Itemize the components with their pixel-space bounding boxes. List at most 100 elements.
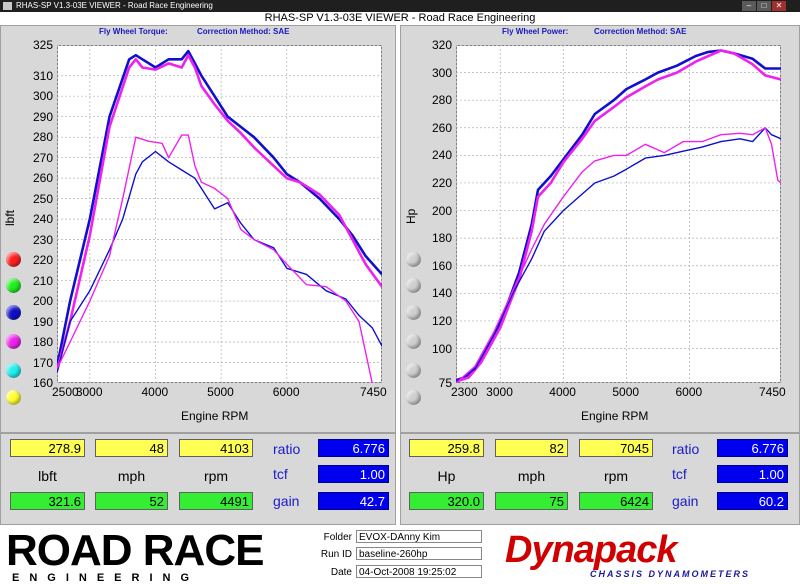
x-tick-label: 6000 [675,385,703,399]
series-line-blue-2 [456,127,781,383]
road-race-logo: ROAD RACE [6,526,264,575]
x-tick-label: 5000 [207,385,234,399]
torque-panel: Fly Wheel Torque: Correction Method: SAE… [0,25,396,433]
y-tick-label: 170 [32,355,53,370]
torque-ratio-label: ratio [273,441,301,457]
power-peak-mph: 75 [495,492,568,510]
power-y-axis-label: Hp [404,208,418,224]
torque-y-axis-label: lbft [3,209,17,226]
y-tick-label: 75 [438,376,452,390]
y-tick-label: 260 [431,120,452,135]
y-tick-label: 300 [32,89,53,104]
torque-peak-mph: 52 [95,492,168,510]
power-cursor-value: 259.8 [409,439,484,457]
power-readout: 259.8 82 7045 Hp mph rpm 320.0 75 6424 r… [400,433,800,525]
y-tick-label: 280 [431,93,452,108]
y-tick-label: 180 [431,231,452,246]
series-line-magenta-3 [456,127,781,383]
torque-x-axis-label: Engine RPM [181,409,249,423]
series-line-magenta-3 [57,134,373,383]
date-label: Date [330,567,352,578]
yellow-trace-selector[interactable] [6,390,21,405]
y-tick-label: 160 [431,258,452,273]
runid-label: Run ID [320,549,352,560]
red-trace-selector[interactable] [6,252,21,267]
power-cursor-rpm: 7045 [579,439,653,457]
torque-mph-label: mph [117,468,146,484]
torque-ratio-value: 6.776 [318,439,389,457]
power-ratio-value: 6.776 [717,439,788,457]
power-x-axis-label: Engine RPM [581,409,649,423]
y-tick-label: 290 [32,109,53,124]
power-chart [456,45,781,383]
y-tick-label: 270 [32,150,53,165]
trace-selector-2[interactable] [406,278,421,293]
y-tick-label: 230 [32,232,53,247]
power-peak-rpm: 6424 [579,492,653,510]
y-tick-label: 180 [32,335,53,350]
close-button[interactable]: ✕ [772,1,786,11]
series-line-magenta-1 [456,49,781,383]
footer: ROAD RACE ENGINEERING Folder EVOX-DAnny … [0,525,800,584]
date-value: 04-Oct-2008 19:25:02 [356,565,482,578]
y-tick-label: 210 [32,273,53,288]
y-tick-label: 120 [431,313,452,328]
y-tick-label: 260 [32,171,53,186]
torque-plot-area [57,45,382,383]
y-tick-label: 190 [32,314,53,329]
window-titlebar: RHAS-SP V1.3-03E VIEWER - Road Race Engi… [0,0,800,12]
trace-selector-6[interactable] [406,390,421,405]
minimize-button[interactable]: – [742,1,756,11]
series-line-blue-2 [57,150,382,373]
power-panel: Fly Wheel Power: Correction Method: SAE … [400,25,800,433]
x-tick-label: 7450 [759,385,786,399]
plot-background [57,45,382,383]
power-plot-area [456,45,781,383]
cyan-trace-selector[interactable] [6,363,21,378]
power-rpm-label: rpm [603,468,629,484]
app-title: RHAS-SP V1.3-03E VIEWER - Road Race Engi… [0,12,800,25]
app-icon [3,2,12,10]
folder-label: Folder [323,532,352,543]
power-label: Fly Wheel Power: [502,27,569,36]
power-tcf-value: 1.00 [717,465,788,483]
x-tick-label: 2300 [451,385,478,399]
torque-cursor-rpm: 4103 [179,439,253,457]
y-tick-label: 310 [32,68,53,83]
x-tick-label: 3000 [486,385,513,399]
road-race-logo-sub: ENGINEERING [12,572,200,584]
road-race-logo-text: ROAD RACE [6,526,264,575]
torque-cursor-value: 278.9 [10,439,85,457]
series-line-blue-0 [57,49,382,367]
maximize-button[interactable]: □ [757,1,771,11]
x-tick-label: 4000 [141,385,169,399]
y-tick-label: 250 [32,191,53,206]
torque-peak-rpm: 4491 [179,492,253,510]
x-tick-label: 2500 [52,385,79,399]
torque-tcf-value: 1.00 [318,465,389,483]
plot-background [456,45,781,383]
trace-selector-4[interactable] [406,334,421,349]
torque-tcf-label: tcf [273,466,288,482]
x-tick-label: 3000 [75,385,103,399]
blue-trace-selector[interactable] [6,305,21,320]
power-mph-label: mph [517,468,546,484]
y-tick-label: 200 [32,294,53,309]
dynapack-logo: Dynapack [505,529,678,571]
x-tick-label: 5000 [612,385,640,399]
series-line-magenta-1 [57,53,382,372]
y-tick-label: 100 [431,341,452,356]
power-peak-value: 320.0 [409,492,484,510]
x-tick-label: 7450 [360,385,387,399]
torque-readout: 278.9 48 4103 lbft mph rpm 321.6 52 4491… [0,433,396,525]
power-gain-label: gain [672,493,699,509]
magenta-trace-selector[interactable] [6,334,21,349]
power-gain-value: 60.2 [717,492,788,510]
trace-selector-5[interactable] [406,363,421,378]
trace-selector-1[interactable] [406,252,421,267]
trace-selector-3[interactable] [406,305,421,320]
green-trace-selector[interactable] [6,278,21,293]
torque-unit-label: lbft [38,468,57,484]
power-unit-label: Hp [437,468,456,484]
power-ratio-label: ratio [672,441,700,457]
